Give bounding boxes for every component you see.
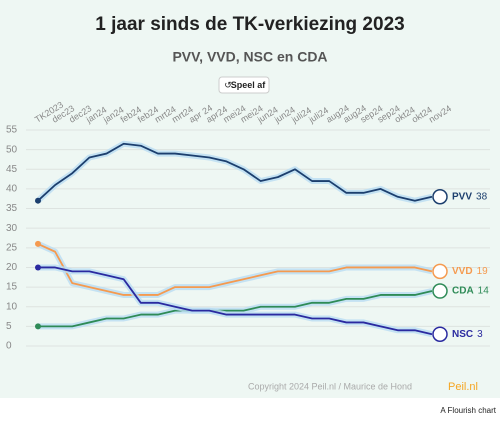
series-label: PVV — [452, 191, 472, 202]
line — [38, 290, 433, 328]
play-icon: ↺ — [224, 80, 232, 90]
y-tick-label: 35 — [6, 203, 18, 214]
y-tick-label: 55 — [6, 125, 18, 136]
series-label: CDA — [452, 286, 474, 297]
start-dot — [35, 240, 41, 247]
y-tick-label: 25 — [6, 242, 18, 253]
value-label: 38 — [476, 191, 488, 202]
value-label: 3 — [477, 329, 483, 340]
play-button[interactable] — [218, 76, 270, 94]
y-tick-label: 20 — [6, 262, 18, 273]
series-label: VVD — [452, 266, 473, 277]
start-dot — [35, 197, 41, 204]
y-tick-label: 5 — [6, 321, 12, 332]
party-icon — [432, 326, 448, 342]
party-icon — [432, 283, 448, 299]
line — [38, 266, 433, 336]
y-tick-label: 45 — [6, 164, 18, 175]
start-dot — [35, 264, 41, 271]
start-dot — [35, 323, 41, 330]
line — [37, 142, 433, 202]
chart-title: 1 jaar sinds de TK-verkiezing 2023 — [95, 14, 404, 35]
chart-subtitle: PVV, VVD, NSC en CDA — [172, 49, 327, 65]
line — [37, 243, 433, 296]
value-label: 19 — [477, 266, 489, 277]
credit: A Flourish chart — [440, 406, 496, 415]
y-tick-label: 30 — [6, 223, 18, 234]
value-label: 14 — [478, 286, 490, 297]
series-label: NSC — [452, 329, 473, 340]
y-tick-label: 10 — [6, 301, 18, 312]
y-tick-label: 0 — [6, 341, 12, 352]
footer-bg — [0, 398, 500, 424]
y-tick-label: 50 — [6, 144, 18, 155]
party-icon — [432, 263, 448, 280]
logo: Peil.nl — [448, 381, 478, 393]
play-button-label[interactable]: Speel af — [231, 80, 267, 90]
y-tick-label: 15 — [6, 282, 18, 293]
copyright: Copyright 2024 Peil.nl / Maurice de Hond — [248, 381, 412, 391]
party-icon — [432, 189, 448, 205]
y-tick-label: 40 — [6, 184, 18, 195]
